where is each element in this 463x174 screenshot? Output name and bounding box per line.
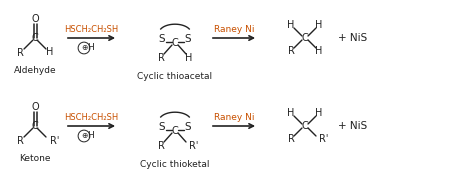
Text: H: H [315, 20, 323, 30]
Text: H: H [87, 132, 94, 140]
Text: R: R [157, 53, 164, 63]
Text: H: H [87, 44, 94, 53]
Text: Cyclic thioketal: Cyclic thioketal [140, 160, 210, 169]
Text: R': R' [189, 141, 198, 151]
Text: C: C [31, 121, 38, 131]
Text: H: H [288, 20, 294, 30]
Text: R: R [288, 46, 294, 56]
Text: Raney Ni: Raney Ni [214, 26, 254, 34]
Text: C: C [172, 38, 178, 48]
Text: Cyclic thioacetal: Cyclic thioacetal [138, 72, 213, 81]
Text: H: H [46, 47, 54, 57]
Text: Aldehyde: Aldehyde [14, 66, 56, 75]
Text: S: S [185, 122, 191, 132]
Text: H: H [315, 108, 323, 118]
Text: C: C [301, 33, 308, 43]
Text: R: R [288, 134, 294, 144]
Text: H: H [185, 53, 193, 63]
Text: R': R' [319, 134, 328, 144]
Text: H: H [288, 108, 294, 118]
Text: HSCH₂CH₂SH: HSCH₂CH₂SH [64, 26, 118, 34]
Text: O: O [31, 102, 39, 112]
Text: R: R [17, 136, 24, 146]
Text: H: H [315, 46, 323, 56]
Text: C: C [172, 126, 178, 136]
Text: + NiS: + NiS [338, 121, 367, 131]
Text: C: C [301, 121, 308, 131]
Text: Raney Ni: Raney Ni [214, 113, 254, 122]
Text: ⊕: ⊕ [81, 132, 87, 140]
Text: + NiS: + NiS [338, 33, 367, 43]
Text: C: C [31, 33, 38, 43]
Text: Ketone: Ketone [19, 154, 51, 163]
Text: O: O [31, 14, 39, 24]
Text: HSCH₂CH₂SH: HSCH₂CH₂SH [64, 113, 118, 122]
Text: ⊕: ⊕ [81, 44, 87, 53]
Text: S: S [185, 34, 191, 44]
Text: R': R' [50, 136, 59, 146]
Text: R: R [17, 48, 24, 58]
Text: S: S [159, 122, 165, 132]
Text: R: R [157, 141, 164, 151]
Text: S: S [159, 34, 165, 44]
